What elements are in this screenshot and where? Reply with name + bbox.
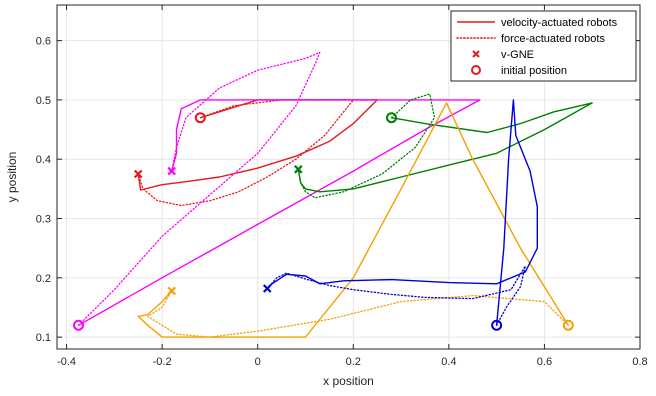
y-tick-label: 0.6 [36, 36, 51, 48]
plot-frame [56, 4, 641, 350]
x-tick-label: -0.4 [57, 356, 76, 368]
velocity-trajectory-4 [137, 102, 569, 338]
y-tick-label: 0.4 [36, 154, 51, 166]
vgne-marker-2 [167, 166, 176, 176]
initial-position-marker-4 [562, 319, 574, 331]
initial-position-marker-5 [491, 319, 503, 331]
legend-label: velocity-actuated robots [501, 17, 618, 29]
force-trajectory-1 [137, 99, 354, 207]
velocity-trajectory-5 [266, 99, 538, 326]
force-trajectory-3 [297, 93, 436, 199]
axes: -0.4 -0.2 0 0.2 0.4 0.6 0.8 0.1 0.2 0.3 0.4 0.5 0.6 [36, 4, 648, 368]
x-tick-label: 0.4 [441, 356, 456, 368]
x-tick-label: -0.2 [153, 356, 172, 368]
vgne-marker-1 [133, 169, 143, 179]
y-tick-label: 0.2 [36, 273, 51, 285]
vgne-marker-5 [262, 284, 272, 293]
y-tick-label: 0.3 [36, 214, 51, 226]
force-trajectory-2 [77, 51, 321, 326]
x-tick-label: 0 [255, 356, 261, 368]
legend-label: force-actuated robots [501, 33, 605, 45]
legend-swatch-x-marker [472, 50, 480, 58]
legend: velocity-actuated robots force-actuated r… [450, 10, 637, 82]
y-tick-label: 0.5 [36, 95, 51, 107]
legend-label: v-GNE [501, 49, 534, 61]
initial-position-marker-1 [194, 112, 206, 124]
x-axis-title: x position [323, 374, 374, 388]
x-tick-label: 0.6 [537, 356, 552, 368]
legend-swatch-circle-marker [471, 65, 481, 75]
x-tick-label: 0.2 [346, 356, 361, 368]
velocity-trajectory-2 [78, 99, 481, 326]
y-tick-label: 0.1 [36, 332, 51, 344]
series-layer [73, 51, 593, 338]
legend-label: initial position [501, 65, 567, 77]
vgne-marker-3 [294, 165, 303, 174]
vgne-marker-4 [167, 286, 176, 296]
velocity-trajectory-3 [297, 102, 593, 193]
initial-position-marker-2 [73, 319, 85, 331]
initial-position-marker-3 [386, 112, 398, 124]
y-axis-title: y position [5, 152, 19, 203]
x-tick-label: 0.8 [632, 356, 647, 368]
